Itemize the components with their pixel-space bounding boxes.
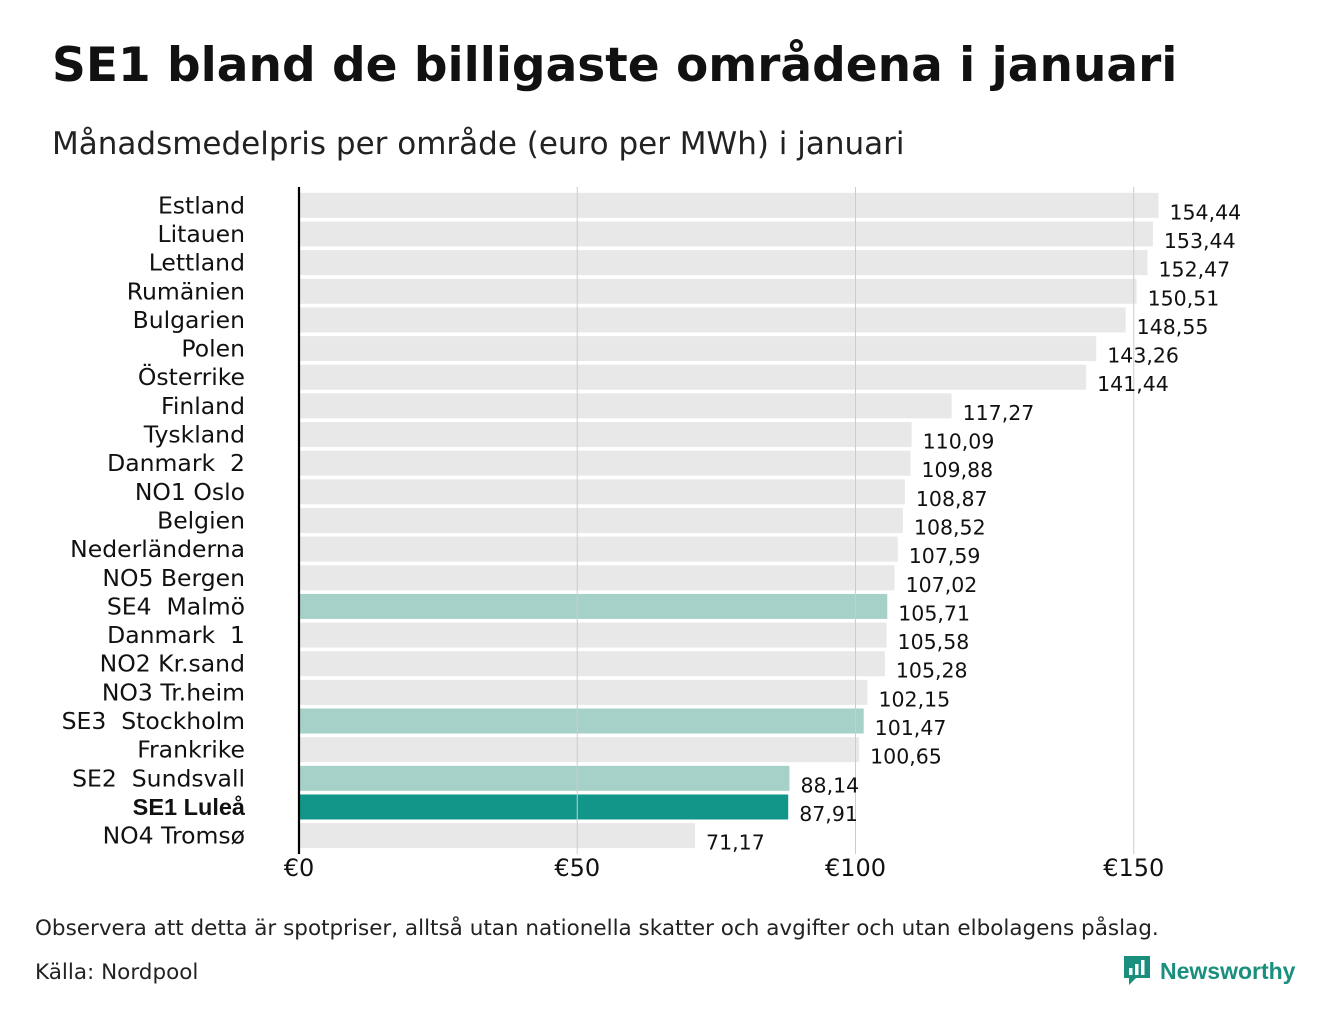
- bar: [299, 278, 1137, 304]
- category-label: NO5 Bergen: [102, 564, 245, 592]
- value-label: 117,27: [963, 401, 1035, 425]
- category-label: Litauen: [158, 220, 245, 248]
- bar: [299, 536, 898, 562]
- value-label: 153,44: [1164, 229, 1236, 253]
- category-label: SE3 Stockholm: [62, 707, 245, 735]
- category-label: SE2 Sundsvall: [72, 764, 245, 792]
- footnote: Observera att detta är spotpriser, allts…: [35, 916, 1159, 941]
- value-label: 71,17: [706, 831, 765, 855]
- category-label: SE1 Luleå: [133, 794, 246, 820]
- category-label: Rumänien: [127, 277, 245, 305]
- category-label: NO1 Oslo: [135, 478, 245, 506]
- value-label: 102,15: [878, 687, 950, 711]
- value-label: 152,47: [1158, 258, 1230, 282]
- bar: [299, 737, 860, 763]
- category-label: Tyskland: [143, 421, 245, 449]
- value-label: 109,88: [921, 458, 993, 482]
- value-label: 148,55: [1137, 315, 1209, 339]
- value-label: 108,87: [916, 487, 988, 511]
- category-label: Lettland: [149, 249, 245, 277]
- brand-name: Newsworthy: [1160, 957, 1296, 984]
- bar: [299, 479, 905, 505]
- category-label: Danmark 1: [107, 621, 245, 649]
- bar: [299, 364, 1087, 390]
- value-label: 110,09: [923, 430, 995, 454]
- category-label: NO3 Tr.heim: [102, 678, 245, 706]
- category-label: Estland: [158, 191, 245, 219]
- value-label: 105,28: [896, 659, 968, 683]
- category-label: Bulgarien: [133, 306, 245, 334]
- category-label: Danmark 2: [107, 449, 245, 477]
- value-label: 143,26: [1107, 344, 1179, 368]
- bar: [299, 679, 868, 705]
- value-label: 105,58: [898, 630, 970, 654]
- category-label: Nederländerna: [70, 535, 245, 563]
- bar: [299, 622, 887, 648]
- category-label: SE4 Malmö: [107, 592, 245, 620]
- bar: [299, 307, 1126, 333]
- category-label: NO4 Tromsø: [103, 822, 245, 850]
- value-label: 141,44: [1097, 372, 1169, 396]
- bar: [299, 593, 888, 619]
- bar: [299, 450, 911, 476]
- category-label: Polen: [181, 335, 245, 363]
- value-label: 88,14: [800, 773, 859, 797]
- category-label: Belgien: [157, 506, 245, 534]
- bar: [299, 250, 1148, 276]
- category-label: Frankrike: [137, 736, 245, 764]
- bar: [299, 823, 696, 849]
- bar-chart: EstlandLitauenLettlandRumänienBulgarienP…: [62, 187, 1241, 882]
- value-label: 150,51: [1148, 286, 1220, 310]
- bar: [299, 422, 912, 448]
- value-label: 87,91: [799, 802, 858, 826]
- source-note: Källa: Nordpool: [35, 960, 199, 985]
- value-label: 101,47: [875, 716, 947, 740]
- value-label: 154,44: [1169, 200, 1241, 224]
- x-tick-label: €100: [825, 854, 886, 882]
- x-tick-label: €150: [1103, 854, 1164, 882]
- category-label: Österrike: [138, 363, 245, 391]
- bar: [299, 507, 903, 533]
- bar: [299, 221, 1153, 247]
- bar: [299, 565, 895, 591]
- x-tick-label: €0: [284, 854, 315, 882]
- value-label: 107,59: [909, 544, 981, 568]
- x-tick-label: €50: [554, 854, 600, 882]
- bar: [299, 794, 789, 820]
- bar: [299, 651, 885, 677]
- category-label: Finland: [161, 392, 245, 420]
- value-label: 108,52: [914, 515, 986, 539]
- bar: [299, 393, 952, 419]
- chart-subtitle: Månadsmedelpris per område (euro per MWh…: [52, 126, 905, 162]
- value-label: 107,02: [906, 573, 978, 597]
- bar: [299, 765, 790, 791]
- newsworthy-logo-icon: [1124, 956, 1150, 985]
- value-label: 105,71: [898, 601, 970, 625]
- chart-title: SE1 bland de billigaste områdena i janua…: [52, 38, 1178, 93]
- bar: [299, 336, 1097, 362]
- category-label: NO2 Kr.sand: [100, 650, 245, 678]
- value-label: 100,65: [870, 745, 942, 769]
- brand-logo[interactable]: Newsworthy: [1122, 954, 1295, 988]
- bar: [299, 708, 864, 734]
- bar: [299, 192, 1159, 218]
